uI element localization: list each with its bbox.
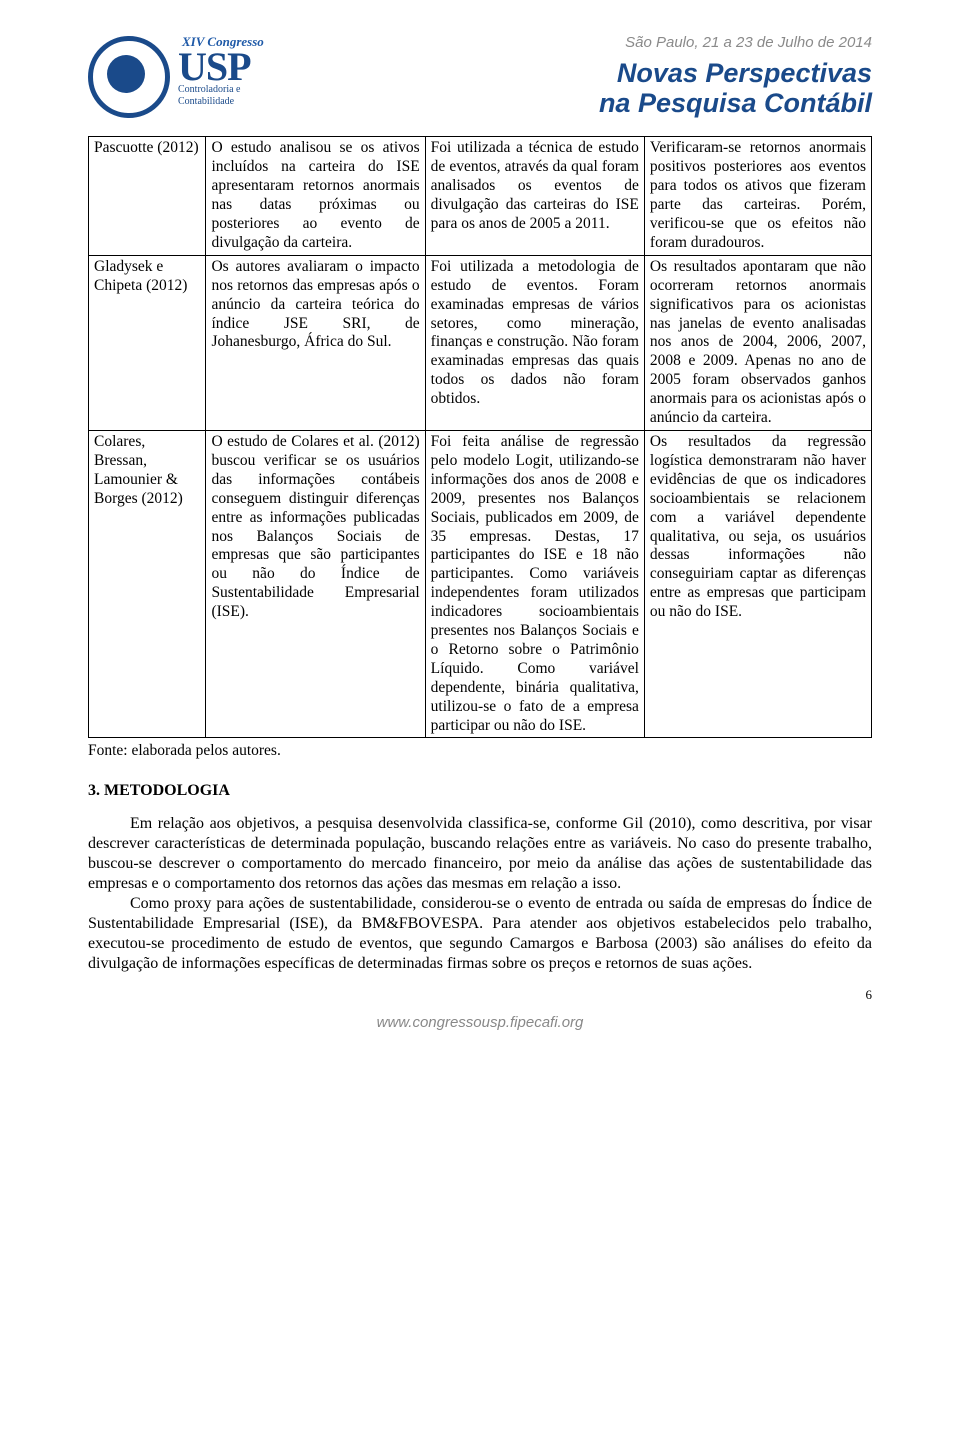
- table-source: Fonte: elaborada pelos autores.: [88, 742, 872, 760]
- dept-line-1: Controladoria e: [178, 84, 264, 96]
- table-cell-results: Os resultados da regressão logística dem…: [644, 430, 871, 738]
- usp-logo-inner-icon: [107, 55, 145, 93]
- body-paragraph-1: Em relação aos objetivos, a pesquisa des…: [88, 814, 872, 894]
- location-date: São Paulo, 21 a 23 de Julho de 2014: [599, 34, 872, 51]
- table-cell-results: Verificaram-se retornos anormais positiv…: [644, 137, 871, 255]
- header-left: XIV Congresso USP Controladoria e Contab…: [88, 30, 264, 118]
- logo-text-block: XIV Congresso USP Controladoria e Contab…: [178, 34, 264, 108]
- table-row: Colares, Bressan, Lamounier & Borges (20…: [89, 430, 872, 738]
- table-row: Gladysek e Chipeta (2012) Os autores ava…: [89, 255, 872, 430]
- page-header: XIV Congresso USP Controladoria e Contab…: [88, 30, 872, 118]
- table-cell-results: Os resultados apontaram que não ocorrera…: [644, 255, 871, 430]
- usp-word: USP: [178, 50, 264, 84]
- literature-table: Pascuotte (2012) O estudo analisou se os…: [88, 136, 872, 738]
- table-cell-method: Foi utilizada a técnica de estudo de eve…: [425, 137, 644, 255]
- table-cell-author: Pascuotte (2012): [89, 137, 206, 255]
- section-heading: 3. METODOLOGIA: [88, 782, 872, 800]
- table-cell-description: Os autores avaliaram o impacto nos retor…: [206, 255, 425, 430]
- table-cell-method: Foi feita análise de regressão pelo mode…: [425, 430, 644, 738]
- table-cell-author: Gladysek e Chipeta (2012): [89, 255, 206, 430]
- body-paragraph-2: Como proxy para ações de sustentabilidad…: [88, 894, 872, 974]
- table-row: Pascuotte (2012) O estudo analisou se os…: [89, 137, 872, 255]
- footer-url: www.congressousp.fipecafi.org: [88, 1014, 872, 1031]
- dept-line-2: Contabilidade: [178, 96, 264, 108]
- usp-logo-icon: [88, 36, 170, 118]
- main-title-line-1: Novas Perspectivas: [599, 59, 872, 89]
- table-cell-description: O estudo de Colares et al. (2012) buscou…: [206, 430, 425, 738]
- main-title-line-2: na Pesquisa Contábil: [599, 89, 872, 119]
- page-number: 6: [866, 987, 873, 1003]
- page: XIV Congresso USP Controladoria e Contab…: [0, 0, 960, 1061]
- header-right: São Paulo, 21 a 23 de Julho de 2014 Nova…: [599, 30, 872, 118]
- table-cell-method: Foi utilizada a metodologia de estudo de…: [425, 255, 644, 430]
- table-cell-description: O estudo analisou se os ativos incluídos…: [206, 137, 425, 255]
- table-cell-author: Colares, Bressan, Lamounier & Borges (20…: [89, 430, 206, 738]
